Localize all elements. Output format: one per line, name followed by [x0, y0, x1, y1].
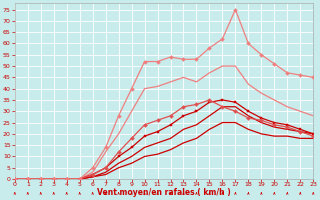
- X-axis label: Vent moyen/en rafales ( km/h ): Vent moyen/en rafales ( km/h ): [97, 188, 231, 197]
